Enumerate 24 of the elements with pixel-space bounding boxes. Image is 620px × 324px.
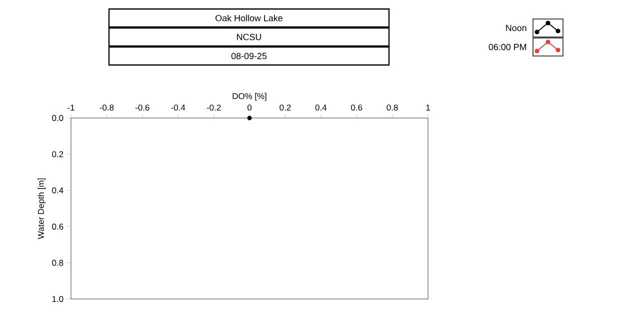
y-tick-label: 0.8 xyxy=(52,260,64,266)
y-axis-title: Water Depth [m] xyxy=(38,178,46,240)
x-tick-label: -0.8 xyxy=(100,104,114,111)
x-tick-label: -0.4 xyxy=(171,104,186,111)
y-tick-label: 0.6 xyxy=(52,224,64,230)
x-tick-label: 0.6 xyxy=(351,104,362,111)
x-tick-label: -0.2 xyxy=(206,104,221,111)
legend-label: Noon xyxy=(506,24,526,32)
x-tick-label: 1 xyxy=(426,104,430,111)
y-tick-label: 1.0 xyxy=(52,296,64,302)
x-tick-label: 0.2 xyxy=(280,104,291,111)
x-tick-label: -0.6 xyxy=(135,104,150,111)
text: 08-09-25 xyxy=(231,52,267,60)
x-axis-title: DO% [%] xyxy=(232,92,266,101)
x-tick-label: -1 xyxy=(68,104,74,111)
x-tick-label: 0.8 xyxy=(386,104,398,111)
y-tick-label: 0.2 xyxy=(52,151,64,158)
x-tick-label: 0.4 xyxy=(315,104,327,111)
y-tick-label: 0.0 xyxy=(52,115,64,121)
legend-label: 06:00 PM xyxy=(488,44,526,50)
chart-title: Oak Hollow Lake xyxy=(216,14,282,22)
chart-subtitle: NCSU xyxy=(237,34,262,40)
x-tick-label: 0 xyxy=(247,104,252,111)
y-tick-label: 0.4 xyxy=(52,187,64,194)
